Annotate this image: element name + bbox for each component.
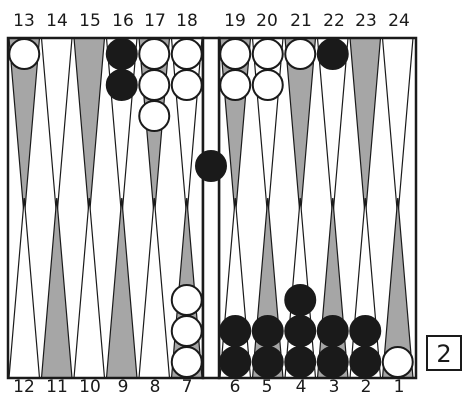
white-checker-point-18[interactable] [170,69,203,101]
point-label-19: 19 [224,11,246,31]
black-checker-point-22[interactable] [316,38,349,70]
doubling-cube[interactable]: 2 [426,335,462,371]
point-10[interactable] [73,197,106,379]
black-checker-point-2[interactable] [349,346,382,378]
point-label-7: 7 [182,377,193,397]
point-label-9: 9 [118,377,129,397]
point-label-4: 4 [296,377,307,397]
white-checker-point-13[interactable] [8,38,41,70]
white-checker-point-19[interactable] [219,69,252,101]
black-checker-point-4[interactable] [284,315,317,347]
white-checker-point-7[interactable] [170,346,203,378]
point-label-8: 8 [150,377,161,397]
point-9[interactable] [105,197,138,379]
doubling-cube-box[interactable] [426,335,462,371]
point-23[interactable] [349,37,382,219]
white-checker-point-17[interactable] [138,100,171,132]
black-checker-point-5[interactable] [251,346,284,378]
black-checker-point-2[interactable] [349,315,382,347]
black-checker-point-4[interactable] [284,284,317,316]
point-label-2: 2 [361,377,372,397]
white-checker-point-20[interactable] [251,38,284,70]
black-checker-on-bar[interactable] [195,150,227,182]
black-checker-point-6[interactable] [219,315,252,347]
point-label-22: 22 [323,11,345,31]
point-label-23: 23 [355,11,377,31]
point-label-20: 20 [256,11,278,31]
checkers-layer [8,38,414,378]
point-11[interactable] [40,197,73,379]
point-label-14: 14 [46,11,68,31]
point-label-13: 13 [13,11,35,31]
point-label-15: 15 [79,11,101,31]
black-checker-point-3[interactable] [316,315,349,347]
white-checker-point-17[interactable] [138,38,171,70]
point-24[interactable] [381,37,414,219]
point-label-17: 17 [144,11,166,31]
black-checker-point-4[interactable] [284,346,317,378]
point-label-10: 10 [79,377,101,397]
point-label-5: 5 [262,377,273,397]
white-checker-point-21[interactable] [284,38,317,70]
point-label-12: 12 [13,377,35,397]
point-label-16: 16 [112,11,134,31]
point-15[interactable] [73,37,106,219]
point-label-3: 3 [329,377,340,397]
doubling-cube-value: 2 [436,340,451,368]
black-checker-point-5[interactable] [251,315,284,347]
point-label-11: 11 [46,377,68,397]
bar [201,36,221,380]
white-checker-point-17[interactable] [138,69,171,101]
black-checker-point-6[interactable] [219,346,252,378]
white-checker-point-7[interactable] [170,284,203,316]
black-checker-point-16[interactable] [105,38,138,70]
black-checker-point-16[interactable] [105,69,138,101]
point-14[interactable] [40,37,73,219]
point-label-24: 24 [388,11,410,31]
white-checker-point-20[interactable] [251,69,284,101]
point-label-18: 18 [176,11,198,31]
white-checker-point-1[interactable] [381,346,414,378]
point-label-6: 6 [230,377,241,397]
top-point-labels: 13 14 15 16 17 18 19 20 21 22 23 24 [13,11,410,31]
point-label-1: 1 [394,377,405,397]
bottom-point-labels: 12 11 10 9 8 7 6 5 4 3 2 1 [13,377,404,397]
white-checker-point-7[interactable] [170,315,203,347]
board-frame [6,36,418,380]
point-label-21: 21 [290,11,312,31]
white-checker-point-18[interactable] [170,38,203,70]
black-checker-point-3[interactable] [316,346,349,378]
white-checker-point-19[interactable] [219,38,252,70]
point-12[interactable] [8,197,41,379]
point-8[interactable] [138,197,171,379]
